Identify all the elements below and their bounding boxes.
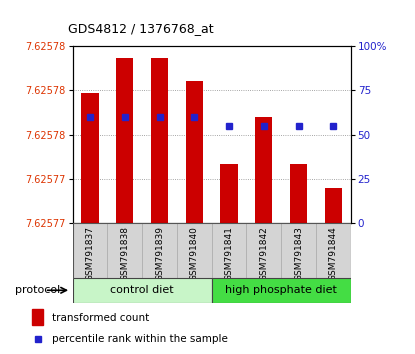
Bar bbox=[116, 58, 134, 223]
Text: percentile rank within the sample: percentile rank within the sample bbox=[52, 334, 228, 344]
Bar bbox=[73, 223, 107, 278]
Text: GSM791838: GSM791838 bbox=[120, 226, 129, 281]
Text: GSM791842: GSM791842 bbox=[259, 226, 268, 280]
Bar bbox=[142, 223, 177, 278]
Text: GSM791840: GSM791840 bbox=[190, 226, 199, 281]
Bar bbox=[316, 223, 351, 278]
Text: protocol: protocol bbox=[15, 285, 60, 295]
Bar bbox=[107, 223, 142, 278]
Text: high phosphate diet: high phosphate diet bbox=[225, 285, 337, 295]
Text: control diet: control diet bbox=[110, 285, 174, 295]
Bar bbox=[325, 188, 342, 223]
Bar bbox=[73, 278, 212, 303]
Bar bbox=[281, 223, 316, 278]
Bar bbox=[247, 223, 281, 278]
Text: GSM791841: GSM791841 bbox=[225, 226, 234, 281]
Bar bbox=[255, 117, 273, 223]
Bar bbox=[290, 164, 307, 223]
Text: GDS4812 / 1376768_at: GDS4812 / 1376768_at bbox=[68, 22, 214, 35]
Bar bbox=[151, 58, 168, 223]
Bar bbox=[32, 309, 43, 325]
Text: GSM791844: GSM791844 bbox=[329, 226, 338, 280]
Text: GSM791839: GSM791839 bbox=[155, 226, 164, 281]
Text: GSM791843: GSM791843 bbox=[294, 226, 303, 281]
Text: transformed count: transformed count bbox=[52, 313, 150, 323]
Text: GSM791837: GSM791837 bbox=[85, 226, 95, 281]
Bar bbox=[220, 164, 238, 223]
Bar bbox=[81, 93, 99, 223]
Bar bbox=[186, 81, 203, 223]
Bar bbox=[177, 223, 212, 278]
Bar bbox=[212, 223, 247, 278]
Bar bbox=[212, 278, 351, 303]
